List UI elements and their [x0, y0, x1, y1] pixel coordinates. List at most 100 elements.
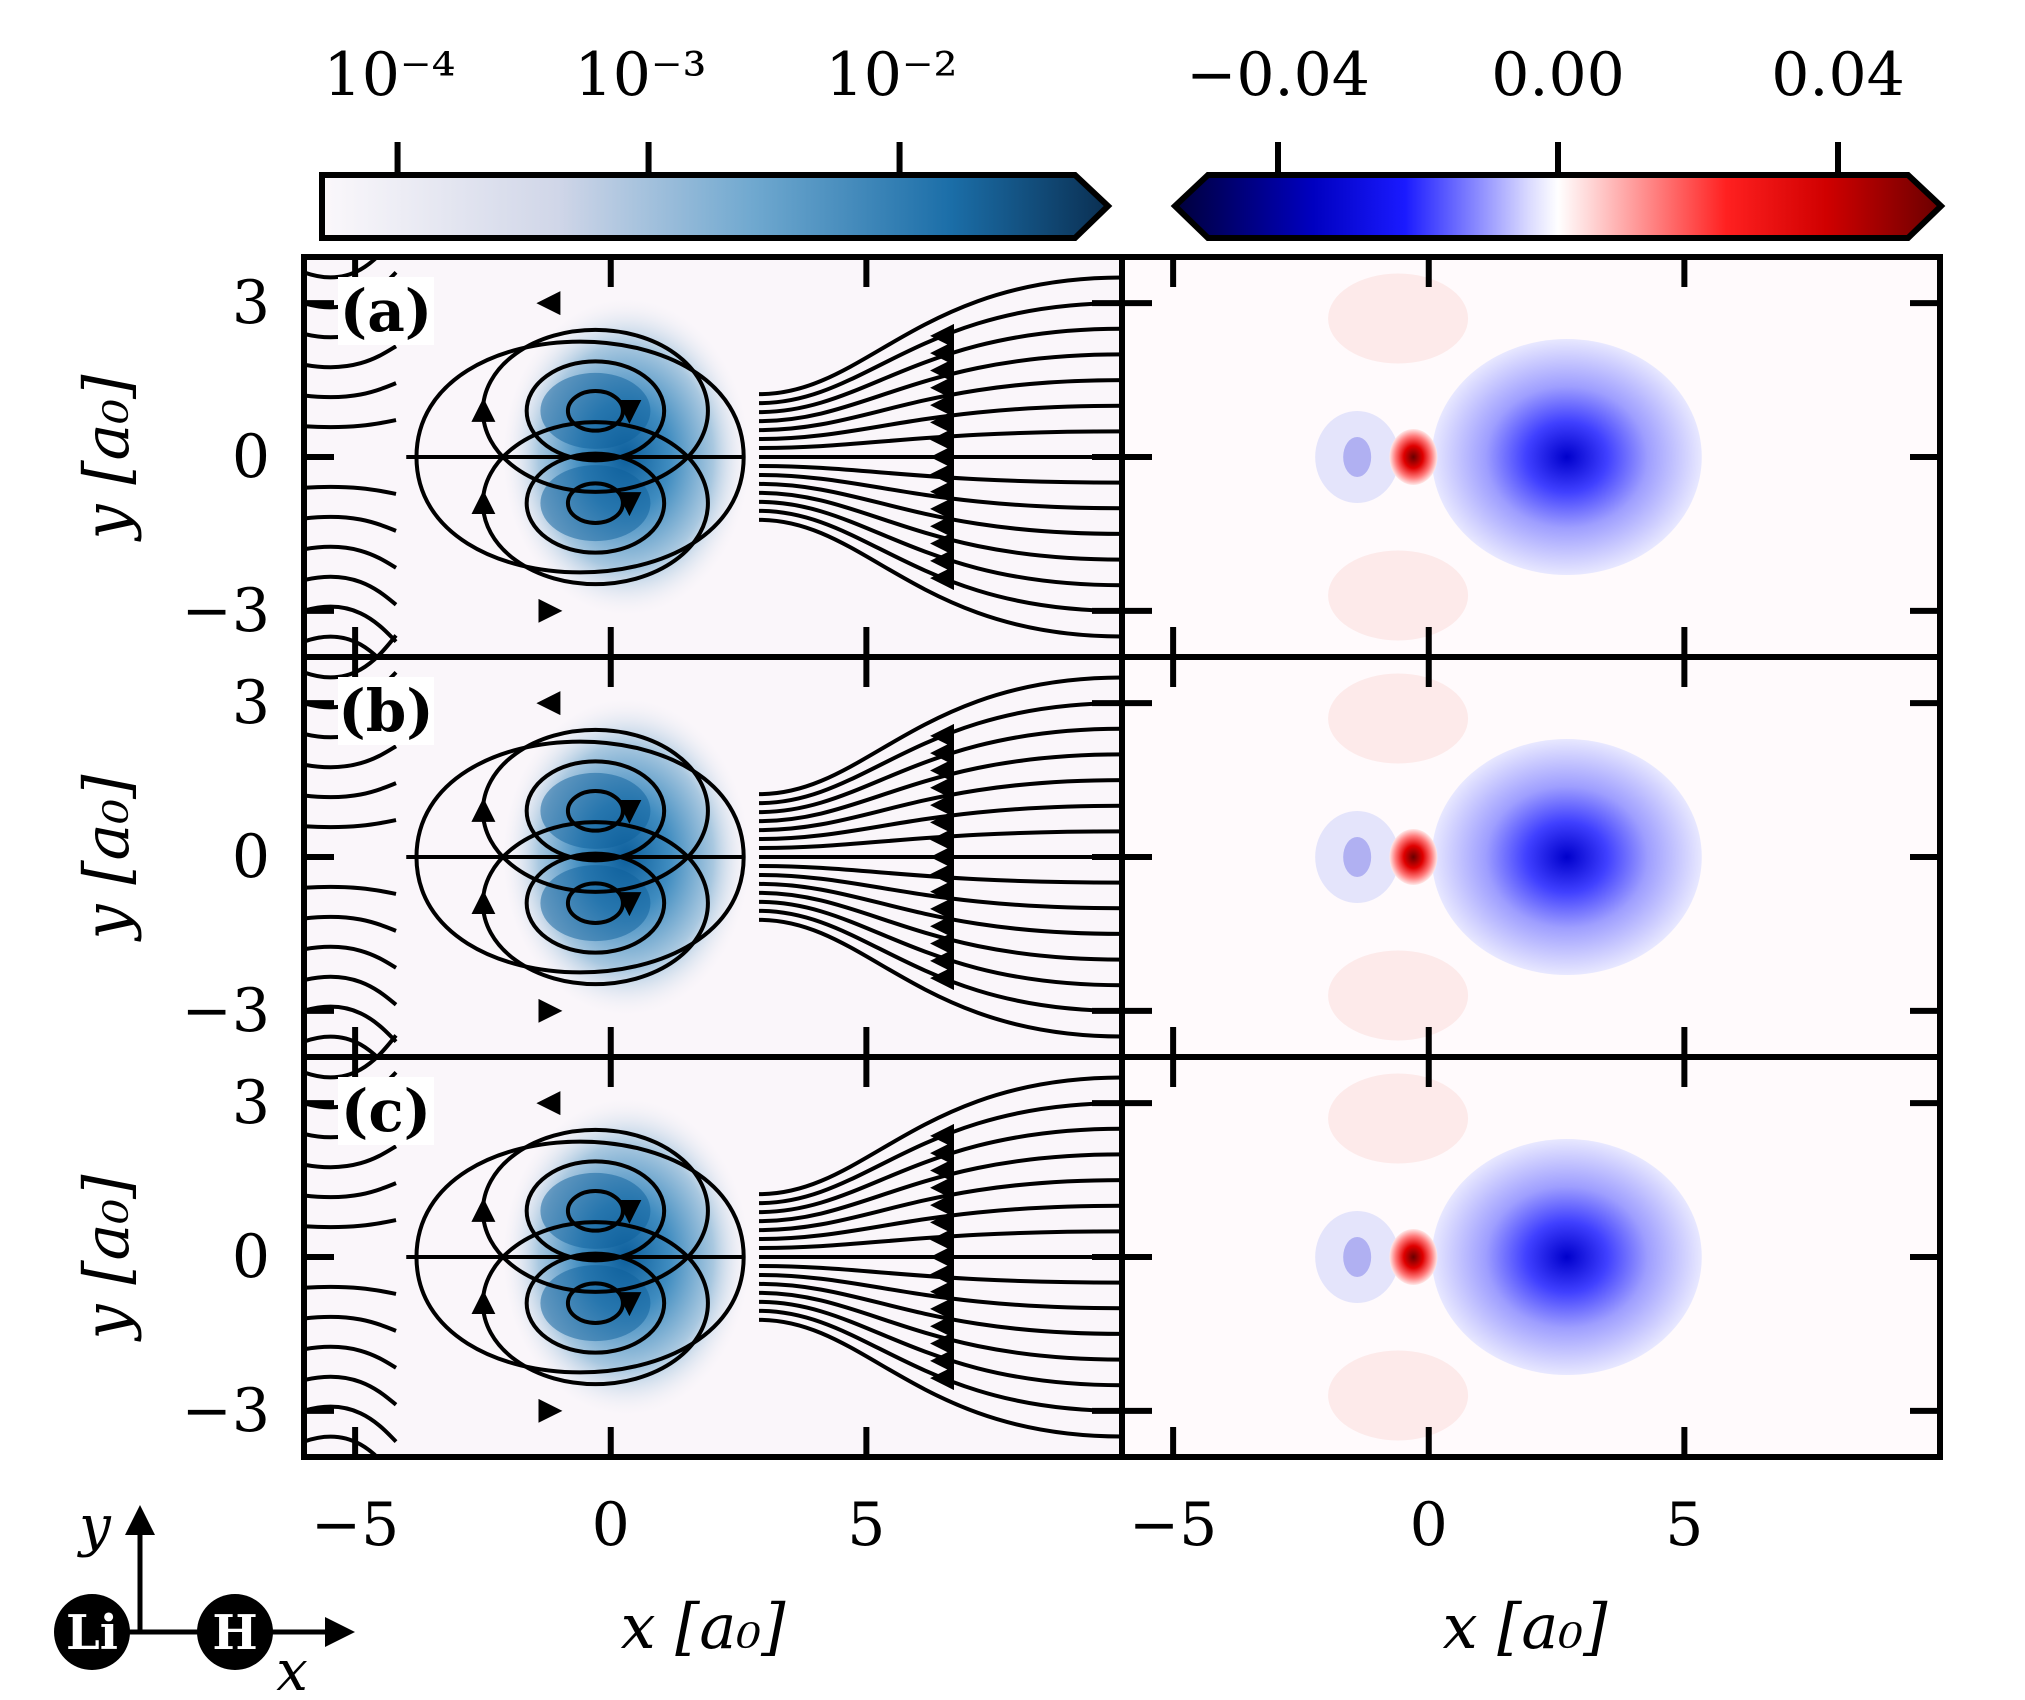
right-flow-streamline	[759, 890, 1122, 962]
right-flow-streamline	[759, 726, 1122, 815]
negative-lobe	[1431, 1139, 1702, 1375]
right-flow-streamline	[759, 326, 1122, 415]
right-flow-streamline	[759, 499, 1122, 588]
y-tick-label: 3	[232, 668, 270, 738]
left-colorbar-tick-label: 10⁻²	[826, 40, 958, 110]
current-density-lower-core	[540, 465, 651, 542]
right-flow-streamline	[759, 352, 1122, 424]
positive-core	[1389, 829, 1438, 885]
right-flow-streamline	[759, 1290, 1122, 1362]
right-flow-streamline	[759, 490, 1122, 562]
vortex-streamline	[524, 1159, 667, 1263]
vortex-streamline	[524, 851, 667, 955]
streamlines	[304, 257, 1122, 680]
left-flow-streamline	[304, 634, 398, 680]
x-tick-label: 5	[1665, 1490, 1703, 1560]
right-flow-streamline	[759, 429, 1122, 451]
left-flow-streamline	[304, 1284, 397, 1296]
right-flow-streamline	[759, 1299, 1122, 1388]
inset-y-label: y	[76, 1494, 112, 1559]
left-flow-streamline	[304, 914, 397, 933]
left-flow-streamline	[304, 884, 397, 896]
negative-lobe	[1431, 739, 1702, 975]
li-atom	[54, 1594, 130, 1670]
y-tick-label: 0	[232, 422, 270, 492]
right-panel-c	[1122, 1057, 1940, 1457]
right-colorbar-tick-label: 0.04	[1771, 40, 1905, 110]
y-tick-label: 3	[232, 268, 270, 338]
right-flow-streamline	[759, 403, 1122, 442]
panel-label: (c)	[341, 1077, 431, 1145]
left-colorbar	[319, 172, 1113, 241]
right-flow-streamline	[759, 701, 1122, 806]
left-flow-streamline	[304, 1181, 397, 1200]
current-density-lower-core	[540, 865, 651, 942]
right-flow-streamline	[759, 378, 1122, 433]
panel-label-box	[338, 277, 434, 345]
y-axis-label: y [a₀]	[70, 374, 143, 543]
right-flow-streamline	[759, 1308, 1122, 1413]
right-colorbar-tick-label: 0.00	[1491, 40, 1625, 110]
right-flow-streamline	[759, 1152, 1122, 1224]
left-flow-streamline	[304, 574, 398, 607]
panel-label: (a)	[340, 277, 432, 345]
coordinate-inset: y x Li H	[54, 1494, 355, 1700]
small-negative-core	[1343, 437, 1372, 477]
positive-lobe-lower	[1328, 950, 1469, 1041]
right-flow-streamline	[759, 863, 1122, 885]
y-tick-label: 3	[232, 1068, 270, 1138]
panel-label-box	[338, 677, 434, 745]
positive-lobe-upper	[1328, 1073, 1469, 1164]
left-flow-streamline	[304, 544, 398, 570]
right-colorbar	[1170, 172, 1946, 241]
small-negative-core	[1343, 837, 1372, 877]
left-flow-streamline	[304, 344, 398, 370]
left-flow-streamline	[304, 744, 398, 770]
negative-lobe	[1431, 339, 1702, 575]
left-panels	[304, 257, 1122, 1457]
x-tick-label: 0	[592, 1490, 630, 1560]
left-flow-streamline	[304, 514, 397, 533]
positive-core	[1389, 429, 1438, 485]
left-flow-streamline	[304, 604, 398, 644]
right-flow-streamline	[759, 463, 1122, 485]
positive-lobe-lower	[1328, 1350, 1469, 1441]
right-flow-streamline	[759, 1317, 1122, 1439]
positive-core	[1389, 1229, 1438, 1285]
y-tick-label: 0	[232, 1222, 270, 1292]
right-flow-streamline	[759, 1229, 1122, 1251]
right-flow-streamline	[759, 508, 1122, 613]
left-flow-streamline	[304, 257, 380, 280]
colorbars: 10⁻⁴ 10⁻³ 10⁻² −0.04 0.00 0.04	[319, 40, 1946, 241]
current-density-upper-core	[540, 1172, 651, 1249]
right-flow-streamline	[759, 778, 1122, 833]
left-flow-streamline	[304, 1344, 398, 1370]
current-density-upper-core	[540, 772, 651, 849]
right-flow-streamline	[759, 1263, 1122, 1285]
x-tick-label: 0	[1410, 1490, 1448, 1560]
right-flow-streamline	[759, 1075, 1122, 1197]
inset-x-label: x	[276, 1639, 308, 1700]
left-panel-c	[304, 1034, 1122, 1457]
right-flow-streamline	[759, 481, 1122, 536]
right-flow-streamline	[759, 881, 1122, 936]
right-colorbar-tick-label: −0.04	[1186, 40, 1370, 110]
current-density-lower-core	[540, 1265, 651, 1342]
x-axis-label: x [a₀]	[621, 1590, 787, 1663]
left-flow-streamline	[304, 1434, 380, 1457]
left-flow-streamline	[304, 781, 397, 800]
right-flow-streamline	[759, 675, 1122, 797]
left-flow-streamline	[304, 1004, 398, 1044]
y-tick-label: −3	[182, 576, 270, 646]
x-tick-label: −5	[311, 1490, 399, 1560]
right-flow-streamline	[759, 1203, 1122, 1242]
x-tick-label: 5	[847, 1490, 885, 1560]
right-flow-streamline	[759, 1178, 1122, 1233]
right-flow-streamline	[759, 1272, 1122, 1311]
small-negative-core	[1343, 1237, 1372, 1277]
y-axis-label: y [a₀]	[70, 774, 143, 943]
right-flow-streamline	[759, 301, 1122, 406]
right-flow-streamline	[759, 1281, 1122, 1336]
left-flow-streamline	[304, 484, 397, 496]
right-flow-streamline	[759, 752, 1122, 824]
